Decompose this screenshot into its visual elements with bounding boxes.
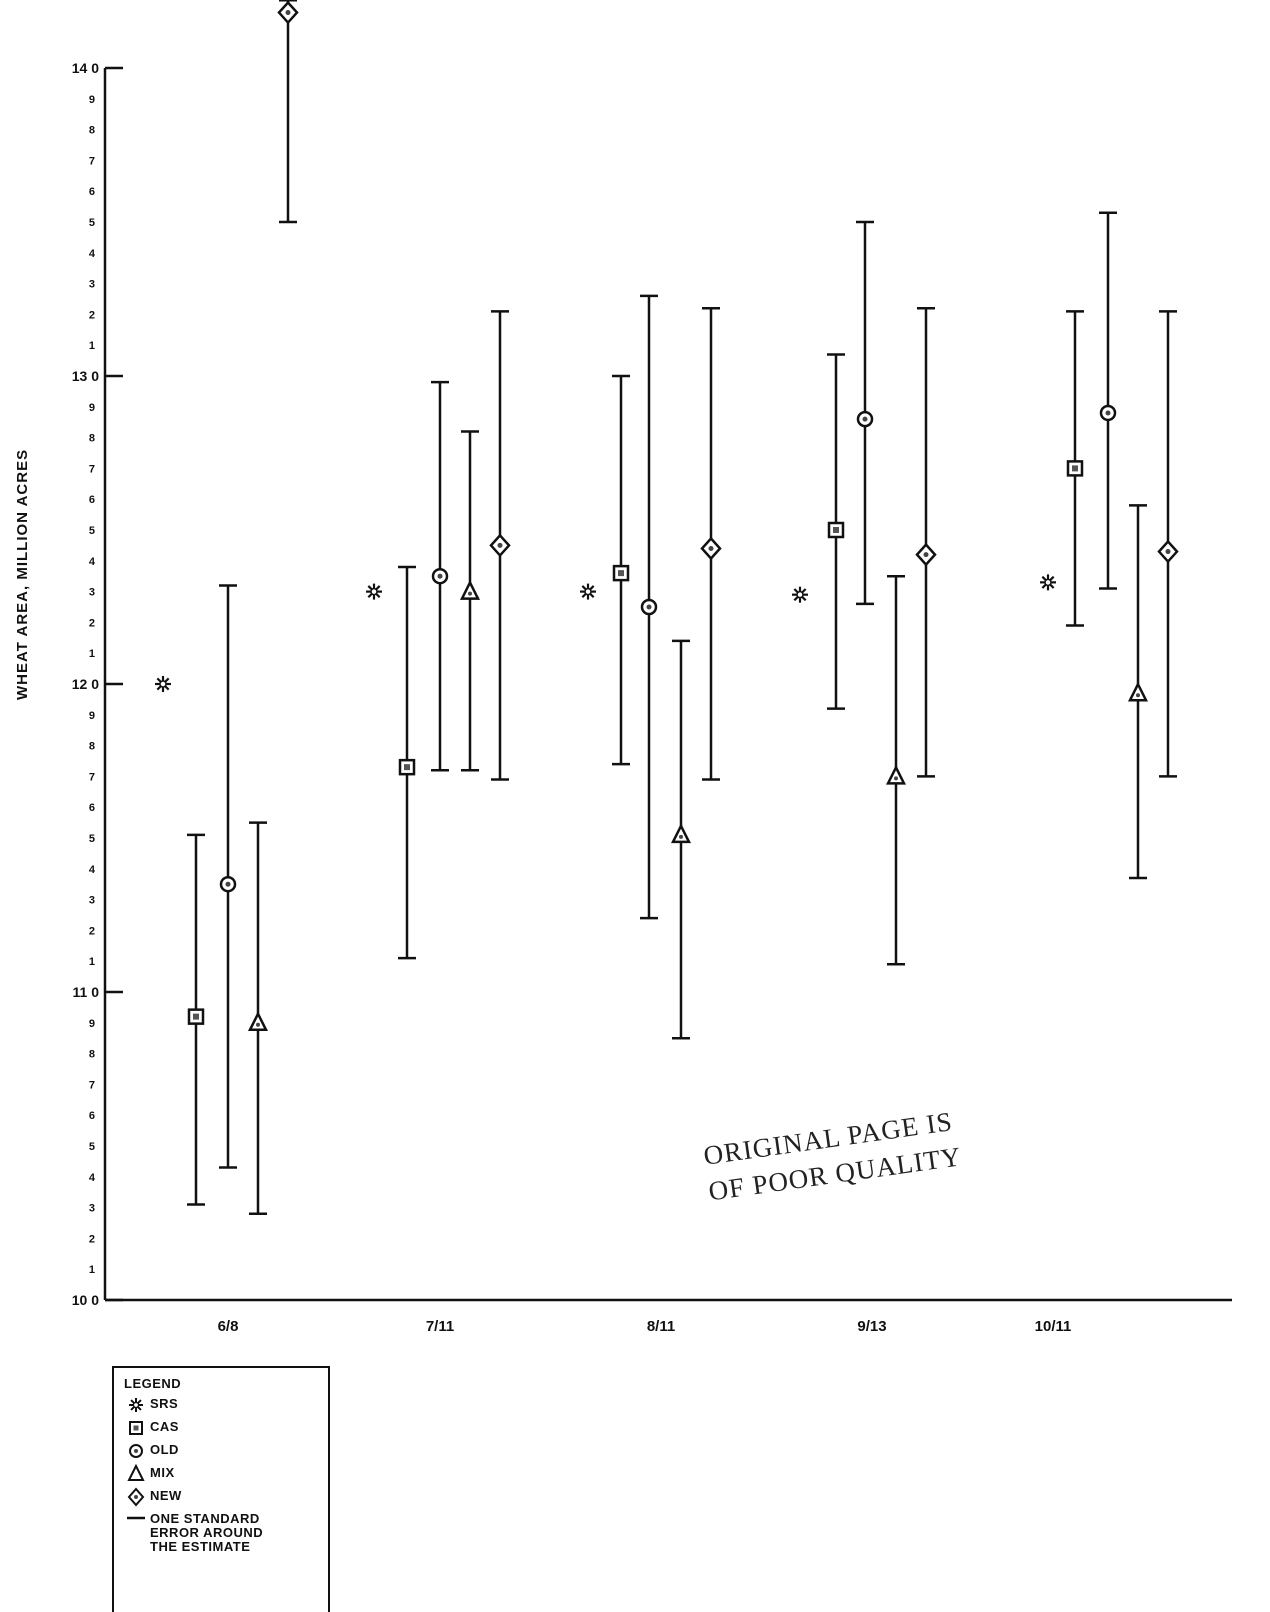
y-minor-tick-label: 3: [89, 587, 95, 599]
legend-item-old: OLD: [124, 1441, 328, 1464]
x-tick-label: 6/8: [218, 1318, 239, 1335]
triangle-marker-icon: [127, 1464, 145, 1481]
legend-label-srs: SRS: [150, 1396, 179, 1411]
diamond-marker-icon: [127, 1487, 145, 1507]
data-point-new-7-11: [489, 310, 511, 781]
y-tick-label: 10 0: [72, 1292, 99, 1308]
legend: LEGEND SRS CAS OLD MIX NEW ONE STANDARD …: [112, 1366, 330, 1612]
y-minor-tick-label: 3: [89, 895, 95, 907]
y-minor-tick-label: 7: [89, 463, 95, 475]
data-point-new-6-8: [277, 0, 299, 224]
y-tick-label: 13 0: [72, 368, 99, 384]
y-minor-tick-label: 1: [89, 340, 95, 352]
legend-item-mix: MIX: [124, 1464, 328, 1487]
data-point-old-8-11: [640, 294, 658, 920]
data-point-cas-7-11: [398, 565, 416, 960]
legend-item-cas: CAS: [124, 1418, 328, 1441]
data-point-mix-6-8: [247, 821, 269, 1216]
data-point-cas-8-11: [612, 374, 630, 766]
y-minor-tick-label: 2: [89, 925, 95, 937]
legend-label-error-bar: ONE STANDARD ERROR AROUND THE ESTIMATE: [150, 1511, 264, 1554]
data-point-cas-9-13: [827, 353, 845, 710]
square-marker-icon: [129, 1421, 143, 1435]
y-minor-tick-label: 7: [89, 155, 95, 167]
data-point-old-7-11: [431, 380, 449, 772]
y-minor-tick-label: 3: [89, 1203, 95, 1215]
error-bar-icon: [127, 1516, 145, 1520]
chart-plot: 10 0 1 2 3 4 5 6 7 8 9 11 0 1 2 3 4 5 6 7 8 9 12 0 1 2 3 4 5 6 7 8 9 1…: [72, 0, 1232, 1335]
y-minor-tick-label: 2: [89, 1233, 95, 1245]
legend-label-old: OLD: [150, 1442, 179, 1457]
y-minor-tick-label: 4: [89, 248, 96, 260]
y-minor-tick-label: 7: [89, 771, 95, 783]
y-minor-tick-label: 6: [89, 1110, 95, 1122]
legend-item-srs: SRS: [124, 1395, 328, 1418]
data-point-new-10-11: [1157, 310, 1179, 778]
y-minor-tick-label: 4: [89, 556, 96, 568]
y-minor-tick-label: 4: [89, 864, 96, 876]
x-tick-label: 10/11: [1035, 1318, 1072, 1335]
data-point-cas-10-11: [1066, 310, 1084, 627]
circle-marker-icon: [129, 1444, 143, 1458]
data-point-mix-9-13: [885, 574, 907, 966]
legend-label-mix: MIX: [150, 1465, 175, 1480]
data-point-old-9-13: [856, 220, 874, 606]
y-axis-label: WHEAT AREA, MILLION ACRES: [14, 449, 34, 700]
y-minor-tick-label: 8: [89, 125, 95, 137]
data-point-srs-6-8: [155, 676, 171, 692]
y-minor-tick-label: 4: [89, 1172, 96, 1184]
y-tick-label: 11 0: [73, 984, 100, 1000]
y-minor-tick-label: 9: [89, 94, 95, 106]
y-minor-tick-label: 6: [89, 494, 95, 506]
data-point-srs-8-11: [580, 583, 596, 600]
y-minor-tick-label: 6: [89, 802, 95, 814]
y-minor-tick-label: 8: [89, 741, 95, 753]
legend-item-new: NEW: [124, 1487, 328, 1510]
y-minor-tick-label: 1: [89, 648, 95, 660]
x-tick-label: 8/11: [647, 1318, 675, 1335]
y-minor-tick-label: 6: [89, 186, 95, 198]
y-minor-tick-label: 3: [89, 279, 95, 291]
y-axis-label-text: WHEAT AREA, MILLION ACRES: [14, 448, 31, 700]
data-point-old-6-8: [219, 584, 237, 1169]
y-minor-tick-label: 5: [89, 525, 95, 537]
data-point-srs-7-11: [366, 583, 382, 600]
y-minor-tick-label: 9: [89, 402, 95, 414]
legend-title: LEGEND: [124, 1376, 182, 1391]
y-minor-tick-label: 5: [89, 217, 95, 229]
legend-item-error-bar: ONE STANDARD ERROR AROUND THE ESTIMATE: [124, 1510, 328, 1554]
data-point-new-9-13: [915, 306, 937, 778]
data-point-old-10-11: [1099, 211, 1117, 590]
y-minor-tick-label: 8: [89, 1049, 95, 1061]
data-point-mix-7-11: [459, 430, 481, 772]
y-minor-tick-label: 9: [89, 1018, 95, 1030]
y-minor-tick-label: 9: [89, 710, 95, 722]
x-tick-label: 9/13: [857, 1318, 886, 1335]
y-tick-label: 14 0: [72, 60, 99, 76]
y-minor-tick-label: 2: [89, 309, 95, 321]
y-minor-tick-label: 5: [89, 1141, 95, 1153]
data-point-new-8-11: [700, 306, 722, 781]
legend-label-new: NEW: [150, 1488, 182, 1503]
x-tick-label: 7/11: [426, 1318, 454, 1335]
data-point-srs-9-13: [792, 586, 808, 603]
y-minor-tick-label: 1: [89, 1264, 95, 1276]
y-minor-tick-label: 2: [89, 617, 95, 629]
y-minor-tick-label: 7: [89, 1079, 95, 1091]
legend-label-cas: CAS: [150, 1419, 179, 1434]
asterisk-icon: [129, 1398, 143, 1412]
y-minor-tick-label: 1: [89, 956, 95, 968]
y-minor-tick-label: 8: [89, 433, 95, 445]
data-point-mix-8-11: [670, 639, 692, 1040]
y-tick-label: 12 0: [72, 676, 99, 692]
data-point-srs-10-11: [1040, 574, 1056, 591]
y-minor-tick-label: 5: [89, 833, 95, 845]
data-point-mix-10-11: [1127, 504, 1149, 880]
data-point-cas-6-8: [187, 833, 205, 1206]
